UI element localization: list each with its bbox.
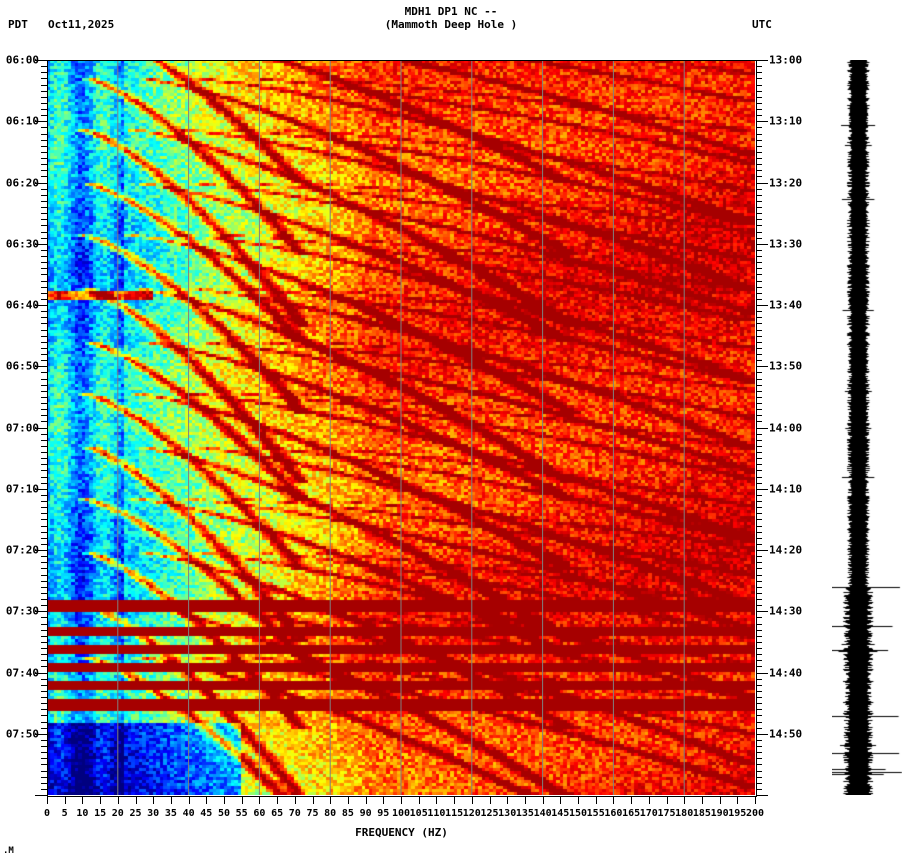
time-axis-left: 06:00 06:10 06:20 06:30 06:40 06:50 07:00 07:10… — [0, 54, 47, 796]
time-tick-label-pdt: 07:00 — [5, 421, 39, 434]
frequency-tick-label: 80 — [324, 808, 337, 819]
waveform-canvas — [832, 60, 902, 795]
time-tick-label-utc: 13:40 — [769, 298, 803, 312]
frequency-tick-label: 150 — [568, 808, 588, 819]
frequency-tick-label: 105 — [409, 808, 428, 819]
frequency-tick-label: 35 — [164, 808, 177, 819]
frequency-tick-label: 180 — [675, 808, 694, 819]
time-tick-label-pdt: 07:50 — [5, 727, 39, 741]
frequency-tick-label: 65 — [271, 808, 284, 819]
frequency-tick-label: 115 — [445, 808, 464, 819]
frequency-tick-label: 75 — [306, 808, 319, 819]
date-label: Oct11,2025 — [48, 18, 115, 31]
frequency-tick-label: 15 — [94, 808, 107, 819]
frequency-tick-label: 95 — [377, 808, 390, 819]
time-tick-label-pdt: 06:30 — [5, 237, 39, 251]
frequency-tick-label: 55 — [235, 808, 248, 819]
time-tick-label-pdt: 07:10 — [5, 482, 39, 496]
frequency-tick-label: 185 — [692, 808, 711, 819]
waveform-panel — [832, 60, 902, 795]
time-tick-label-utc: 14:30 — [769, 604, 803, 618]
frequency-tick-label: 70 — [288, 808, 301, 819]
frequency-tick-label: 50 — [217, 808, 231, 819]
timezone-left-label: PDT — [8, 18, 28, 31]
spectrogram-plot[interactable] — [47, 60, 755, 795]
frequency-tick-label: 190 — [710, 808, 729, 819]
frequency-tick-label: 10 — [76, 808, 89, 819]
time-tick-label-pdt: 07:30 — [5, 604, 39, 618]
time-tick-label-pdt: 06:50 — [5, 359, 39, 373]
frequency-tick-label: 25 — [129, 808, 142, 819]
time-tick-label-pdt: 07:20 — [5, 543, 39, 557]
frequency-tick-label: 30 — [147, 808, 160, 819]
time-tick-label-utc: 13:20 — [769, 176, 803, 189]
frequency-tick-label: 195 — [728, 808, 747, 819]
frequency-tick-label: 135 — [515, 808, 534, 819]
frequency-tick-label: 170 — [639, 808, 658, 819]
time-tick-label-utc: 14:40 — [769, 666, 803, 679]
frequency-axis: 0 5 10 15 20 25 30 35 40 45 50 55 60 65 70 75 80 85 90 95 10… — [43, 796, 764, 836]
time-tick-label-utc: 13:30 — [769, 237, 803, 251]
frequency-tick-label: 110 — [427, 808, 446, 819]
time-tick-label-pdt: 07:40 — [5, 666, 39, 679]
time-tick-label-utc: 14:50 — [769, 727, 803, 741]
frequency-tick-label: 155 — [586, 808, 605, 819]
frequency-tick-label: 40 — [182, 808, 195, 819]
frequency-tick-label: 160 — [604, 808, 623, 819]
frequency-tick-label: 200 — [745, 808, 765, 819]
page-title: MDH1 DP1 NC -- — [404, 5, 498, 18]
gridline-overlay — [117, 60, 685, 795]
frequency-tick-label: 60 — [253, 808, 266, 819]
time-tick-label-utc: 14:10 — [769, 482, 803, 496]
frequency-tick-label: 45 — [200, 808, 213, 819]
frequency-tick-label: 165 — [622, 808, 641, 819]
time-tick-label-utc: 13:00 — [769, 53, 803, 67]
frequency-tick-label: 5 — [61, 808, 68, 819]
timezone-right-label: UTC — [752, 18, 772, 31]
frequency-tick-label: 130 — [498, 808, 517, 819]
time-tick-label-utc: 14:00 — [769, 421, 803, 434]
frequency-tick-label: 145 — [551, 808, 570, 819]
frequency-tick-label: 120 — [462, 808, 481, 819]
frequency-tick-label: 0 — [43, 808, 51, 819]
frequency-tick-label: 20 — [111, 808, 124, 819]
frequency-tick-label: 140 — [533, 808, 552, 819]
page-subtitle: (Mammoth Deep Hole ) — [384, 18, 518, 31]
time-tick-label-utc: 13:10 — [769, 114, 803, 128]
frequency-tick-label: 90 — [359, 808, 372, 819]
frequency-tick-label: 175 — [657, 808, 676, 819]
time-axis-right: 13:00 13:10 13:20 13:30 13:40 13:50 14:00 14:10… — [756, 54, 846, 796]
frequency-axis-title: FREQUENCY (HZ) — [355, 826, 448, 839]
frequency-tick-label: 100 — [391, 808, 411, 819]
frequency-tick-label: 125 — [480, 808, 499, 819]
frequency-tick-label: 85 — [341, 808, 354, 819]
time-tick-label-pdt: 06:10 — [5, 114, 39, 128]
time-tick-label-utc: 14:20 — [769, 543, 803, 557]
time-tick-label-pdt: 06:20 — [5, 176, 39, 189]
corner-mark: .M — [3, 846, 14, 856]
time-tick-label-pdt: 06:00 — [5, 53, 39, 67]
time-tick-label-utc: 13:50 — [769, 359, 803, 373]
time-tick-label-pdt: 06:40 — [5, 298, 39, 312]
